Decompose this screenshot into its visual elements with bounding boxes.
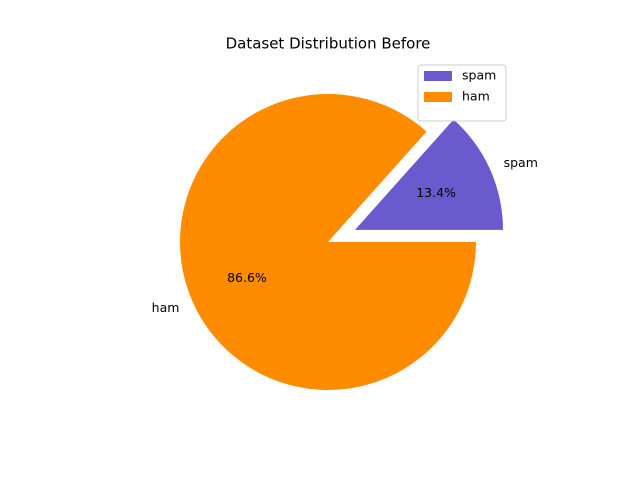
slice-label: spam xyxy=(504,155,538,170)
slice-value-label: 86.6% xyxy=(227,270,267,285)
pie-slice xyxy=(355,119,504,230)
legend-label: spam xyxy=(462,68,496,83)
slice-value-label: 13.4% xyxy=(416,185,456,200)
chart-title: Dataset Distribution Before xyxy=(226,35,431,53)
pie-slice xyxy=(180,94,477,390)
slice-label: ham xyxy=(152,300,180,315)
legend-swatch xyxy=(424,92,452,102)
legend-swatch xyxy=(424,71,452,81)
legend-label: ham xyxy=(462,89,490,104)
